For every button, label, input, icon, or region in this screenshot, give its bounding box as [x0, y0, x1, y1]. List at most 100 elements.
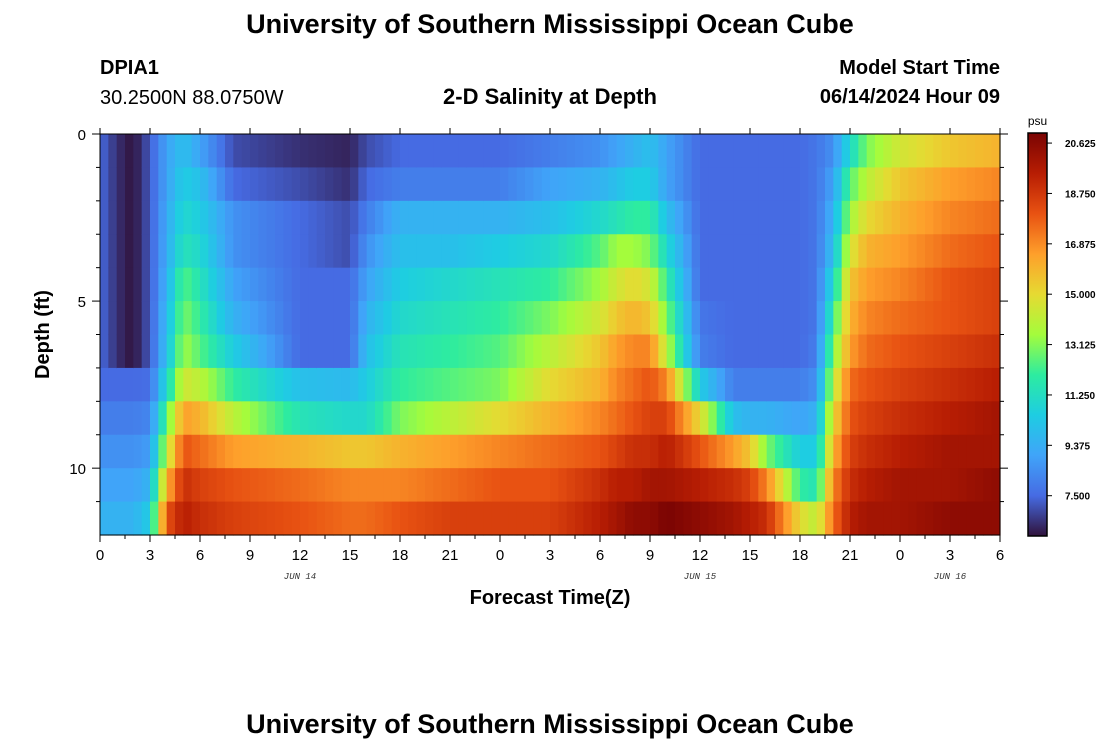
- heatmap-cell: [800, 301, 809, 336]
- heatmap-cell: [358, 234, 368, 269]
- heatmap-cell: [900, 134, 909, 169]
- heatmap-cell: [458, 434, 468, 469]
- heatmap-cell: [733, 401, 743, 436]
- heatmap-cell: [750, 200, 759, 235]
- heatmap-cell: [458, 267, 468, 302]
- heatmap-cell: [916, 434, 926, 469]
- heatmap-cell: [408, 434, 418, 469]
- heatmap-cell: [583, 501, 593, 536]
- heatmap-cell: [825, 301, 834, 336]
- heatmap-cell: [833, 301, 843, 336]
- heatmap-cell: [358, 434, 368, 469]
- heatmap-cell: [283, 501, 293, 536]
- heatmap-cell: [550, 401, 559, 436]
- heatmap-cell: [600, 501, 609, 536]
- heatmap-cell: [316, 134, 326, 169]
- heatmap-cell: [458, 301, 468, 336]
- heatmap-cell: [508, 267, 518, 302]
- heatmap-cell: [291, 468, 301, 503]
- heatmap-cell: [941, 301, 951, 336]
- heatmap-cell: [441, 468, 451, 503]
- heatmap-cell: [741, 167, 751, 202]
- heatmap-cell: [508, 134, 518, 169]
- chart-axes: 0 3 6 9 12 15 18 21 0 3 6 9 12 15 18 21 0 3 6 JUN 14 JUN 15 J…: [69, 127, 1008, 582]
- heatmap-cell: [600, 167, 609, 202]
- heatmap-cell: [791, 200, 801, 235]
- heatmap-cell: [958, 434, 968, 469]
- heatmap-cell: [916, 134, 926, 169]
- heatmap-cell: [775, 367, 784, 402]
- heatmap-cell: [608, 167, 618, 202]
- heatmap-cell: [533, 301, 543, 336]
- heatmap-cell: [916, 234, 926, 269]
- heatmap-cell: [216, 267, 226, 302]
- heatmap-cell: [516, 200, 526, 235]
- heatmap-cell: [258, 401, 268, 436]
- heatmap-cell: [591, 401, 601, 436]
- heatmap-cell: [458, 200, 468, 235]
- heatmap-cell: [591, 167, 601, 202]
- heatmap-cell: [475, 301, 484, 336]
- heatmap-cell: [633, 234, 643, 269]
- heatmap-cell: [183, 401, 193, 436]
- heatmap-cell: [133, 234, 143, 269]
- heatmap-cell: [775, 301, 784, 336]
- heatmap-cell: [841, 468, 851, 503]
- heatmap-cell: [575, 267, 584, 302]
- heatmap-cell: [716, 267, 726, 302]
- heatmap-cell: [150, 234, 159, 269]
- heatmap-cell: [216, 401, 226, 436]
- colorbar-unit: psu: [1028, 114, 1047, 128]
- heatmap-cell: [425, 501, 434, 536]
- heatmap-cell: [266, 468, 276, 503]
- heatmap-cell: [991, 367, 1001, 402]
- heatmap-cell: [275, 200, 284, 235]
- heatmap-cell: [558, 501, 568, 536]
- heatmap-cell: [516, 367, 526, 402]
- heatmap-cell: [683, 167, 693, 202]
- heatmap-cell: [766, 367, 776, 402]
- heatmap-cell: [883, 167, 893, 202]
- heatmap-cell: [958, 468, 968, 503]
- heatmap-cell: [216, 434, 226, 469]
- heatmap-cell: [900, 200, 909, 235]
- heatmap-cell: [191, 301, 201, 336]
- heatmap-cell: [475, 434, 484, 469]
- heatmap-cell: [716, 401, 726, 436]
- heatmap-cell: [991, 501, 1001, 536]
- heatmap-cell: [966, 367, 976, 402]
- heatmap-cell: [741, 200, 751, 235]
- heatmap-cell: [408, 468, 418, 503]
- heatmap-cell: [525, 301, 534, 336]
- heatmap-cell: [625, 167, 634, 202]
- heatmap-cell: [350, 134, 359, 169]
- heatmap-cell: [658, 501, 668, 536]
- heatmap-cell: [466, 134, 476, 169]
- heatmap-cell: [300, 501, 309, 536]
- heatmap-cell: [483, 301, 493, 336]
- heatmap-cell: [825, 501, 834, 536]
- heatmap-cell: [691, 334, 701, 369]
- heatmap-cell: [575, 200, 584, 235]
- heatmap-cell: [675, 501, 684, 536]
- heatmap-cell: [250, 234, 259, 269]
- heatmap-cell: [550, 501, 559, 536]
- heatmap-cell: [150, 468, 159, 503]
- heatmap-cell: [958, 401, 968, 436]
- heatmap-cell: [458, 401, 468, 436]
- heatmap-cell: [358, 267, 368, 302]
- heatmap-cell: [900, 434, 909, 469]
- heatmap-cell: [333, 468, 343, 503]
- heatmap-cell: [533, 468, 543, 503]
- heatmap-cell: [300, 401, 309, 436]
- heatmap-cell: [383, 234, 393, 269]
- heatmap-cell: [283, 468, 293, 503]
- heatmap-cell: [400, 167, 409, 202]
- heatmap-cell: [266, 401, 276, 436]
- heatmap-cell: [375, 401, 384, 436]
- heatmap-cell: [341, 334, 351, 369]
- heatmap-cell: [466, 334, 476, 369]
- heatmap-cell: [975, 367, 984, 402]
- heatmap-cell: [516, 468, 526, 503]
- heatmap-cell: [950, 468, 959, 503]
